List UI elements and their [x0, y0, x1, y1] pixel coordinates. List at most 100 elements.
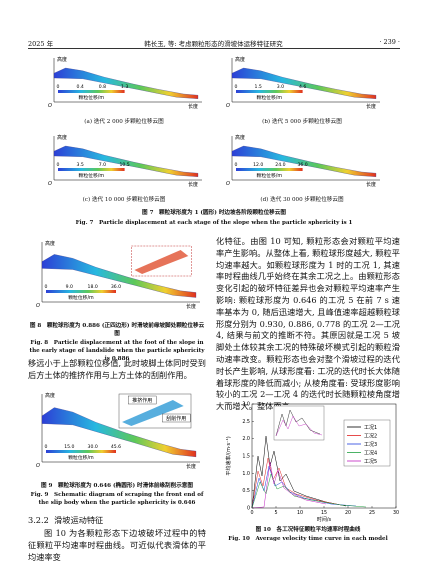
- axis-label: 长度: [366, 103, 376, 110]
- colorbar-tick-label: 12.0: [253, 162, 263, 168]
- axis-label: 长度: [186, 303, 196, 310]
- zoom-detail: [122, 400, 184, 426]
- slope-body: [53, 67, 199, 99]
- axis-label: 长度: [366, 181, 376, 188]
- colorbar-label: 颗粒位移/m: [79, 94, 105, 101]
- annotation: 推挤作用: [132, 397, 152, 404]
- y-axis-title: 平均速率/(m·s⁻¹): [225, 436, 232, 475]
- figure-7: 高度 长度 O 0 0.4 0.8 1.3 颗粒位移/m (a) 迭代 2 000 步颗粒位移云…: [28, 52, 400, 203]
- colorbar-tick-label: 7.0: [99, 162, 106, 168]
- origin: O: [36, 303, 40, 309]
- annotation: 刮削作用: [166, 415, 186, 422]
- colorbar-tick-label: 1.3: [121, 84, 128, 90]
- x-tick-label: 30: [393, 510, 399, 516]
- y-tick-label: 2.0: [242, 436, 250, 442]
- axis-label: 高度: [235, 56, 245, 63]
- colorbar-tick-label: 45.6: [111, 444, 121, 450]
- colorbar-tick-label: 18.0: [88, 284, 98, 290]
- colorbar-tick-label: 0: [235, 162, 238, 168]
- colorbar-tick-label: 24.0: [275, 162, 285, 168]
- colorbar-tick-label: 3.5: [77, 162, 84, 168]
- x-tick-label: 15: [321, 510, 327, 516]
- subfigure-caption: (d) 迭代 30 000 步颗粒位移云图: [260, 197, 344, 203]
- section-title: 滑坡运动特征: [54, 515, 104, 525]
- colorbar-tick-label: 0: [235, 84, 238, 90]
- colorbar-label: 颗粒位移/m: [257, 172, 283, 179]
- x-tick-label: 25: [369, 510, 375, 516]
- origin: O: [48, 103, 52, 109]
- colorbar-tick-label: 30.0: [88, 444, 98, 450]
- inset-curve: [275, 415, 323, 437]
- legend-label: 工况4: [364, 451, 377, 457]
- colorbar-label: 颗粒位移/m: [68, 454, 94, 461]
- colorbar-tick-label: 10.5: [119, 162, 129, 168]
- figure-9: 高度 长度 O 0 15.0 30.0 45.6 颗粒位移/m 推挤作用 刮削作用: [28, 388, 206, 480]
- colorbar-tick-label: 0: [57, 84, 60, 90]
- origin: O: [226, 181, 230, 187]
- colorbar-tick-label: 1.5: [255, 84, 262, 90]
- curve: [251, 457, 342, 509]
- slope-body: [231, 67, 377, 99]
- colorbar: [236, 90, 303, 93]
- subfigure-caption: (c) 迭代 10 000 步颗粒位移云图: [82, 197, 166, 203]
- colorbar-tick-label: 36.0: [297, 162, 307, 168]
- velocity-curves: [251, 435, 367, 509]
- subfigure-caption: (a) 迭代 2 000 步颗粒位移云图: [84, 119, 164, 125]
- colorbar: [46, 290, 116, 293]
- x-tick-label: 10: [297, 510, 303, 516]
- colorbar-tick-label: 0.4: [77, 84, 84, 90]
- x-axis-title: 时间/s: [317, 516, 332, 522]
- zoom-detail: [134, 250, 189, 274]
- origin: O: [36, 463, 40, 469]
- running-title: 韩长玉, 等: 考虑颗粒形态的滑坡体运移特征研究: [144, 40, 283, 48]
- colorbar-tick-label: 3.0: [277, 84, 284, 90]
- subfigure-caption: (b) 迭代 5 000 步颗粒位移云图: [262, 119, 342, 125]
- section-number: 3.2.2: [28, 515, 49, 525]
- figure-caption-zh: 图 9 颗粒球形度为 0.646 (椭圆形) 时滑体前缘刮削示意图: [41, 483, 193, 489]
- curve: [251, 435, 347, 509]
- colorbar-tick-label: 0.8: [99, 84, 106, 90]
- slope-body: [41, 254, 197, 298]
- y-tick-label: 0.5: [242, 488, 250, 494]
- annotation-box: [162, 413, 191, 423]
- section-heading: 3.2.2 滑坡运动特征: [28, 515, 103, 527]
- axis-label: 高度: [57, 56, 67, 63]
- legend-label: 工况3: [364, 442, 377, 448]
- legend-label: 工况2: [364, 434, 377, 440]
- axis-label: 高度: [45, 392, 55, 399]
- y-tick-label: 1.0: [242, 471, 250, 477]
- colorbar: [58, 168, 125, 171]
- colorbar-tick-label: 15.0: [64, 444, 74, 450]
- header-rule: [28, 48, 400, 49]
- page-number: · 239 ·: [379, 38, 400, 46]
- origin: O: [226, 103, 230, 109]
- annotation-box: [128, 395, 157, 405]
- x-tick-label: 0: [250, 510, 253, 516]
- paragraph: 图 10 为各颗粒形态下边坡破坏过程中的特征颗粒平均速率时程曲线。可近似代表滑体…: [28, 528, 206, 562]
- axis-label: 长度: [188, 103, 198, 110]
- x-tick-label: 20: [345, 510, 351, 516]
- colorbar-tick-label: 36.0: [111, 284, 121, 290]
- figure-caption-zh: 图 8 颗粒球形度为 0.886 (正四边形) 时滑坡前缘坡脚处颗粒位移云图: [29, 323, 205, 337]
- figure-caption-en: Fig. 9 Schematic diagram of scraping the…: [30, 492, 204, 506]
- y-tick-label: 0: [247, 506, 250, 512]
- axis-label: 高度: [45, 240, 55, 247]
- y-tick-label: 2.5: [242, 419, 250, 425]
- slope-body: [231, 145, 377, 177]
- figure-caption-en: Fig. 10 Average velocity time curve in e…: [228, 536, 388, 542]
- inset: [273, 405, 325, 441]
- y-tick-label: 1.5: [242, 454, 250, 460]
- axis-label: 高度: [57, 134, 67, 141]
- colorbar-tick-label: 0: [45, 444, 48, 450]
- y-tick-label: 3.0: [242, 402, 250, 408]
- curve: [251, 461, 327, 509]
- figure-caption-en: Fig. 7 Particle displacement at each sta…: [75, 220, 353, 226]
- colorbar: [236, 168, 303, 171]
- figure-caption-zh: 图 7 颗粒球形度为 1 (圆形) 时边坡各阶段颗粒位移云图: [142, 210, 286, 216]
- colorbar-label: 颗粒位移/m: [79, 172, 105, 179]
